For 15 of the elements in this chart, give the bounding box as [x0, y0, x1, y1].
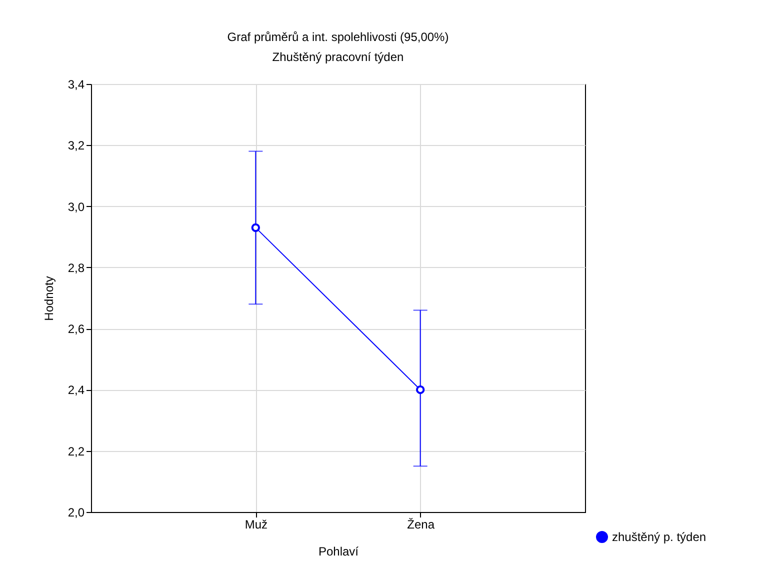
- y-tick-label: 3,2: [68, 138, 85, 153]
- chart-title: Graf průměrů a int. spolehlivosti (95,00%): [227, 30, 449, 44]
- y-tick-label: 3,0: [68, 200, 85, 214]
- x-tick-label: Muž: [244, 518, 268, 532]
- y-tick-label: 2,6: [68, 322, 85, 336]
- x-axis-title: Pohlaví: [318, 544, 360, 558]
- chart-subtitle: Zhuštěný pracovní týden: [272, 50, 404, 64]
- y-tick-label: 2,8: [68, 260, 85, 275]
- x-tick-label: Žena: [407, 518, 435, 532]
- y-tick-label: 2,0: [68, 506, 85, 520]
- y-tick-label: 2,4: [68, 383, 85, 398]
- y-axis-title: Hodnoty: [42, 276, 56, 321]
- y-tick-label: 3,4: [68, 78, 85, 92]
- legend-label: zhuštěný p. týden: [612, 530, 706, 544]
- y-tick-label: 2,2: [68, 444, 85, 458]
